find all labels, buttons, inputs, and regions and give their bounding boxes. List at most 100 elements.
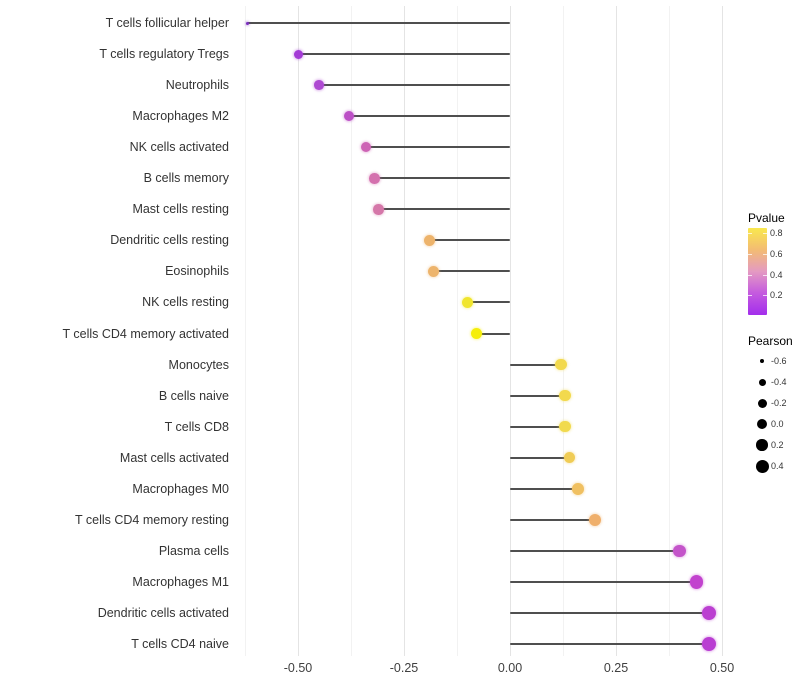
lollipop-dot — [462, 296, 474, 308]
pearson-legend-label: 0.4 — [771, 461, 784, 471]
pvalue-legend-tick-label: 0.2 — [770, 290, 783, 301]
gridline-minor — [562, 6, 564, 656]
pvalue-legend-tick-mark — [763, 253, 767, 255]
lollipop-stick — [510, 518, 595, 521]
y-axis-label: T cells CD4 naive — [131, 637, 229, 651]
gridline-major — [297, 6, 299, 656]
y-axis-label: T cells CD4 memory activated — [62, 326, 230, 341]
y-axis-label: Monocytes — [168, 357, 229, 372]
x-axis-tick-label: 0.50 — [709, 661, 735, 675]
gridline-major — [509, 6, 511, 656]
gridline-minor — [668, 6, 670, 656]
pearson-legend-dot — [755, 459, 769, 473]
lollipop-stick — [378, 208, 510, 211]
pearson-legend-label: 0.2 — [771, 440, 784, 450]
y-axis-label: Dendritic cells resting — [110, 233, 229, 248]
lollipop-stick — [510, 611, 710, 614]
lollipop-dot — [373, 204, 384, 215]
pvalue-legend-tick-mark — [748, 233, 752, 234]
pvalue-legend-tick-mark — [748, 274, 752, 276]
lollipop-stick — [510, 394, 566, 397]
pvalue-legend-tick-label: 0.4 — [770, 269, 783, 280]
lollipop-stick — [476, 332, 510, 335]
lollipop-dot — [245, 21, 249, 25]
y-axis-label: T cells follicular helper — [105, 16, 229, 30]
pearson-legend-dot — [756, 418, 768, 430]
gridline-major — [403, 6, 405, 656]
lollipop-dot — [571, 482, 584, 495]
pearson-legend-dot — [760, 359, 764, 363]
lollipop-dot — [314, 80, 324, 90]
y-axis-label: NK cells activated — [129, 140, 229, 155]
lollipop-stick — [247, 22, 510, 24]
y-axis-label: Macrophages M1 — [132, 574, 229, 589]
pvalue-legend-tick-label: 0.8 — [770, 228, 783, 238]
lollipop-dot — [702, 605, 717, 620]
lollipop-stick — [510, 363, 561, 366]
y-axis-label: Dendritic cells activated — [97, 605, 229, 620]
lollipop-dot — [423, 234, 435, 246]
lollipop-stick — [298, 53, 510, 56]
pearson-legend-dot — [756, 439, 768, 451]
legend-pearson-title: Pearson — [748, 334, 793, 348]
lollipop-stick — [429, 239, 510, 242]
lollipop-dot — [428, 265, 440, 277]
lollipop-stick — [365, 146, 510, 149]
gridline-major — [721, 6, 723, 656]
lollipop-dot — [689, 575, 704, 589]
pvalue-legend-tick-mark — [763, 233, 767, 234]
lollipop-dot — [673, 544, 686, 558]
pearson-legend-label: -0.6 — [771, 356, 787, 366]
lollipop-stick — [319, 84, 510, 87]
x-axis-tick-label: -0.25 — [389, 661, 419, 675]
lollipop-stick — [433, 270, 510, 273]
pvalue-legend-tick-mark — [748, 295, 752, 297]
pearson-legend-label: -0.4 — [771, 377, 787, 387]
lollipop-dot — [559, 389, 571, 402]
y-axis-label: T cells CD4 memory resting — [75, 512, 229, 527]
lollipop-dot — [360, 142, 371, 153]
y-axis-label: Macrophages M2 — [132, 109, 229, 124]
lollipop-dot — [555, 358, 567, 371]
y-axis-label: T cells regulatory Tregs — [99, 47, 229, 62]
y-axis-label: Macrophages M0 — [132, 481, 229, 496]
lollipop-dot — [563, 451, 576, 464]
pvalue-legend-tick-mark — [763, 274, 767, 276]
lollipop-dot — [343, 111, 354, 122]
lollipop-stick — [348, 115, 510, 118]
y-axis-label: T cells CD8 — [164, 419, 229, 434]
lollipop-stick — [510, 643, 710, 645]
x-axis-tick-label: -0.50 — [283, 661, 313, 675]
lollipop-dot — [293, 49, 303, 59]
pvalue-legend-tick-label: 0.6 — [770, 248, 783, 259]
lollipop-stick — [374, 177, 510, 180]
lollipop-dot — [702, 637, 717, 651]
lollipop-stick — [510, 487, 578, 490]
lollipop-stick — [510, 456, 570, 459]
lollipop-stick — [510, 425, 566, 428]
pvalue-gradient-bar — [748, 228, 767, 315]
gridline-minor — [456, 6, 458, 656]
lollipop-dot — [588, 513, 601, 526]
x-axis-tick-label: 0.25 — [603, 661, 629, 675]
pvalue-legend-tick-mark — [763, 295, 767, 297]
x-axis-tick-label: 0.00 — [497, 661, 523, 675]
y-axis-label: Eosinophils — [165, 264, 229, 279]
lollipop-dot — [559, 421, 571, 433]
legend-pvalue-title: Pvalue — [748, 211, 785, 225]
pearson-legend-label: -0.2 — [771, 398, 787, 408]
pearson-legend-label: 0.0 — [771, 419, 784, 429]
y-axis-label: Mast cells resting — [132, 202, 229, 217]
gridline-minor — [244, 6, 246, 656]
lollipop-stick — [510, 549, 680, 552]
lollipop-stick — [510, 580, 697, 583]
y-axis-label: B cells memory — [143, 171, 229, 186]
y-axis-label: Plasma cells — [158, 543, 229, 558]
lollipop-dot — [470, 328, 482, 339]
y-axis-label: Mast cells activated — [119, 450, 229, 465]
pvalue-legend-tick-mark — [748, 253, 752, 255]
pearson-legend-dot — [758, 378, 766, 386]
lollipop-dot — [369, 173, 380, 184]
y-axis-label: Neutrophils — [165, 78, 229, 93]
